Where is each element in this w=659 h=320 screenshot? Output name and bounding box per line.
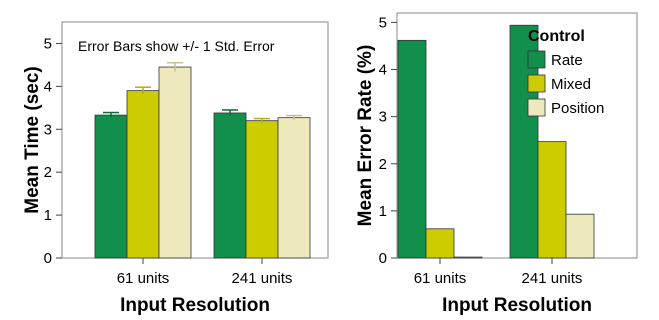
y-tick-label: 2 (44, 164, 52, 181)
y-tick-label: 1 (379, 203, 387, 220)
bar-rate (94, 114, 128, 259)
bar-position (565, 213, 595, 259)
x-axis-label: Input Resolution (120, 295, 270, 316)
legend-label-rate: Rate (551, 52, 583, 69)
x-tick-label: 61 units (117, 270, 170, 287)
bar-rate (397, 39, 427, 259)
bar-position (277, 117, 311, 259)
x-tick-label: 241 units (522, 270, 583, 287)
error-bar-note: Error Bars show +/- 1 Std. Error (78, 38, 275, 54)
legend: Control Rate Mixed Position (527, 28, 604, 117)
bar-mixed (425, 228, 455, 259)
y-tick-label: 2 (379, 156, 387, 173)
y-tick-label: 1 (44, 207, 52, 224)
legend-label-position: Position (551, 100, 604, 117)
bar-mixed (245, 120, 279, 259)
y-tick-label: 4 (379, 62, 387, 79)
y-tick-label: 0 (44, 250, 52, 267)
bar-position (158, 66, 192, 259)
error-rate-chart: 0 1 2 3 4 5 61 units 241 units Input Resolution M… (355, 12, 638, 316)
legend-swatch-mixed (527, 74, 546, 93)
plot-frame (61, 21, 329, 259)
bar-rate (509, 24, 539, 259)
bar-mixed (126, 90, 160, 259)
legend-label-mixed: Mixed (551, 76, 591, 93)
y-axis-label: Mean Error Rate (%) (355, 45, 376, 227)
y-tick-label: 3 (44, 121, 52, 138)
bar-position (453, 256, 483, 259)
legend-swatch-rate (527, 50, 546, 69)
y-tick-label: 0 (379, 250, 387, 267)
y-tick-label: 5 (44, 35, 52, 52)
y-tick-label: 3 (379, 109, 387, 126)
bar-rate (213, 112, 247, 259)
x-tick-label: 241 units (232, 270, 293, 287)
y-tick-label: 4 (44, 78, 52, 95)
mean-time-chart: 0 1 2 3 4 5 61 units 241 units Input Resolution M… (22, 21, 329, 316)
y-axis-label: Mean Time (sec) (22, 66, 43, 213)
y-tick-label: 5 (379, 14, 387, 31)
x-tick-label: 61 units (414, 270, 467, 287)
bar-mixed (537, 141, 567, 259)
x-axis-label: Input Resolution (442, 295, 592, 316)
legend-title: Control (528, 28, 585, 45)
legend-swatch-position (527, 98, 546, 117)
